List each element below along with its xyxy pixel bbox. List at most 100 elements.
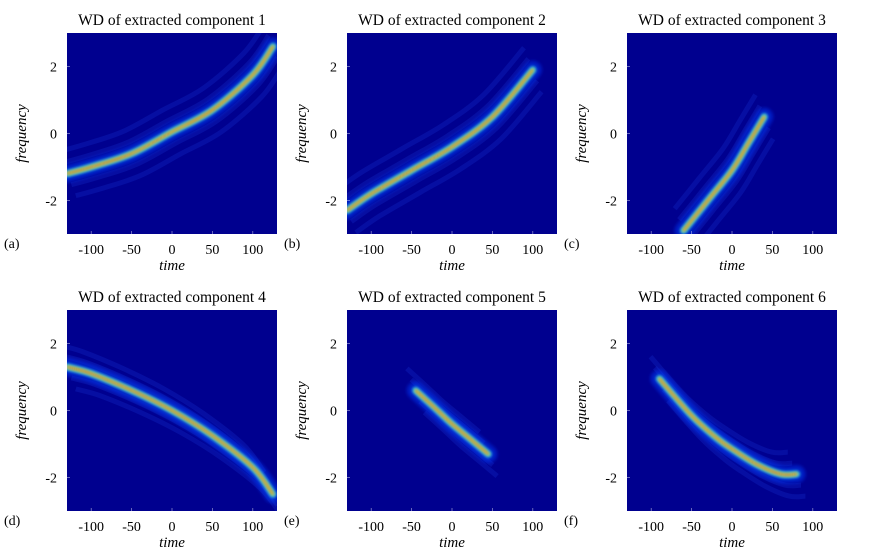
cross-term-band <box>677 104 763 222</box>
plot-background <box>347 310 557 511</box>
y-axis-label: frequency <box>14 104 30 163</box>
y-tick-label: 2 <box>330 338 337 353</box>
y-axis-label: frequency <box>294 104 310 163</box>
y-tick-label: 0 <box>330 128 337 143</box>
y-axis-label: frequency <box>294 381 310 440</box>
y-tick-label: -2 <box>45 472 57 487</box>
x-tick-label: -100 <box>638 243 664 258</box>
cross-term-band <box>666 399 806 500</box>
cross-term-band <box>67 33 271 165</box>
y-tick-label: 2 <box>50 61 57 76</box>
y-tick-label: 0 <box>330 405 337 420</box>
panel-label: (a) <box>4 237 20 252</box>
plot-background <box>347 33 557 234</box>
plot-area <box>405 366 499 479</box>
x-tick-label: 50 <box>485 243 499 258</box>
ridge-core <box>415 389 489 455</box>
cross-term-band <box>347 57 531 200</box>
y-tick-label: 0 <box>610 128 617 143</box>
x-tick-label: 0 <box>449 520 456 535</box>
y-tick-label: 0 <box>50 405 57 420</box>
x-tick-label: 0 <box>729 243 736 258</box>
y-tick-label: 0 <box>610 405 617 420</box>
x-tick-label: 100 <box>242 243 263 258</box>
chart-panel-4: WD of extracted component 4 -100 -50 0 50 100… <box>4 289 277 551</box>
x-tick-label: 50 <box>205 243 219 258</box>
cross-term-band <box>422 410 499 479</box>
panel-label: (f) <box>564 514 578 529</box>
x-tick-label: -50 <box>122 520 141 535</box>
panel-label: (b) <box>284 237 301 252</box>
x-tick-label: -100 <box>78 243 104 258</box>
ridge-core <box>658 378 798 476</box>
y-tick-label: 2 <box>610 338 617 353</box>
cross-term-band <box>75 71 277 199</box>
x-tick-label: -50 <box>402 243 421 258</box>
chart-title: WD of extracted component 3 <box>638 12 826 29</box>
x-tick-label: -100 <box>358 520 384 535</box>
y-tick-label: 2 <box>330 61 337 76</box>
x-tick-label: 50 <box>765 243 779 258</box>
x-tick-label: -100 <box>358 243 384 258</box>
y-tick-label: 2 <box>50 338 57 353</box>
chart-panel-6: WD of extracted component 6 -100 -50 0 50 100… <box>564 289 837 551</box>
chart-panel-2: WD of extracted component 2 -100 -50 0 50 100… <box>284 12 557 274</box>
chart-title: WD of extracted component 2 <box>358 12 546 29</box>
chart-panel-5: WD of extracted component 5 -100 -50 0 50 100… <box>284 289 557 551</box>
y-tick-label: -2 <box>605 472 617 487</box>
x-axis-label: time <box>159 535 185 551</box>
cross-term-band <box>690 126 771 234</box>
ridge-core <box>67 366 274 495</box>
ridge-core <box>67 45 274 175</box>
x-tick-label: 0 <box>729 520 736 535</box>
x-tick-label: -100 <box>638 520 664 535</box>
x-tick-label: 100 <box>242 520 263 535</box>
x-axis-label: time <box>439 258 465 274</box>
cross-term-band <box>70 55 277 188</box>
cross-term-band <box>354 90 544 234</box>
cross-term-band <box>347 46 526 186</box>
plot-area <box>67 33 277 199</box>
plot-area <box>672 93 776 234</box>
y-tick-label: -2 <box>605 195 617 210</box>
chart-panel-1: WD of extracted component 1 -100 -50 0 50 100… <box>4 12 277 274</box>
y-tick-label: -2 <box>45 195 57 210</box>
y-tick-label: 0 <box>50 128 57 143</box>
y-tick-label: 2 <box>610 61 617 76</box>
ridge-core <box>347 69 534 212</box>
plot-area <box>347 46 544 234</box>
y-axis-label: frequency <box>574 381 590 440</box>
axis-ticks <box>627 343 814 511</box>
panel-label: (d) <box>4 514 21 529</box>
x-tick-label: 100 <box>522 243 543 258</box>
panel-label: (c) <box>564 237 580 252</box>
x-tick-label: 50 <box>205 520 219 535</box>
axis-ticks <box>347 66 534 234</box>
axis-ticks <box>347 343 534 511</box>
x-tick-label: 100 <box>522 520 543 535</box>
cross-term-band <box>405 366 482 435</box>
plot-area <box>648 355 806 500</box>
axis-ticks <box>627 66 814 234</box>
chart-title: WD of extracted component 4 <box>78 289 266 306</box>
plot-background <box>627 310 837 511</box>
chart-panel-3: WD of extracted component 3 -100 -50 0 50 100… <box>564 12 837 274</box>
x-axis-label: time <box>159 258 185 274</box>
cross-term-band <box>704 137 776 234</box>
x-tick-label: -50 <box>122 243 141 258</box>
x-tick-label: 50 <box>485 520 499 535</box>
chart-title: WD of extracted component 5 <box>358 289 546 306</box>
chart-title: WD of extracted component 1 <box>78 12 266 29</box>
x-tick-label: -50 <box>682 520 701 535</box>
x-tick-label: -50 <box>682 243 701 258</box>
axis-ticks <box>67 66 254 234</box>
plot-background <box>627 33 837 234</box>
y-axis-label: frequency <box>14 381 30 440</box>
x-tick-label: 50 <box>765 520 779 535</box>
y-axis-label: frequency <box>574 104 590 163</box>
ridge-core <box>682 116 765 232</box>
axis-ticks <box>67 343 254 511</box>
x-tick-label: -100 <box>78 520 104 535</box>
panel-label: (e) <box>284 514 300 529</box>
